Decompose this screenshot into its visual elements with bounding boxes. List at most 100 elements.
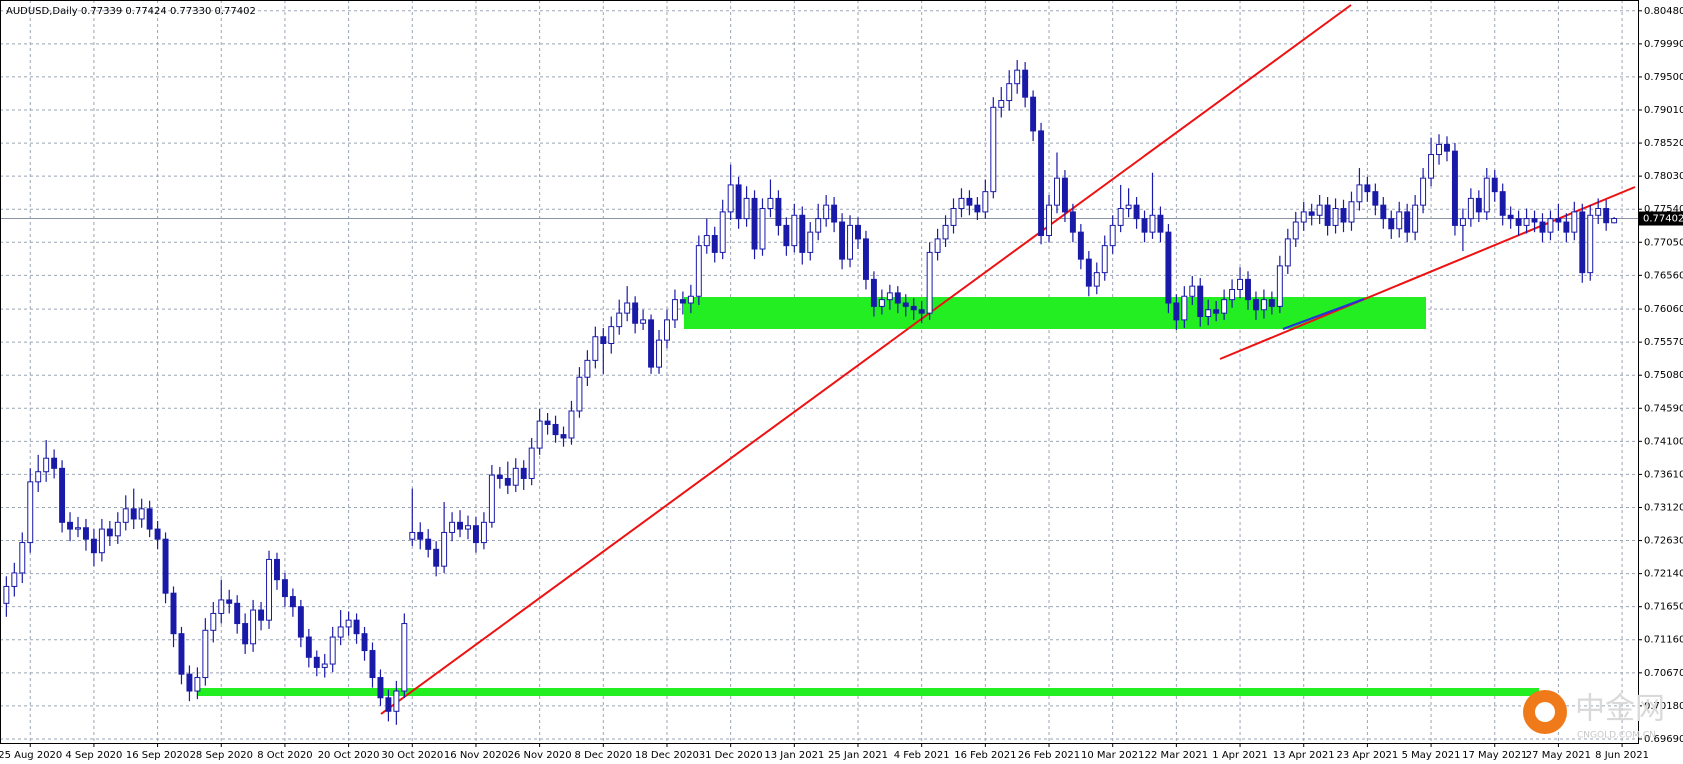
- watermark-text: 中金网: [1575, 692, 1665, 727]
- x-tick-label: 31 Dec 2020: [699, 750, 763, 761]
- candle-body: [1189, 285, 1196, 297]
- candle-body: [576, 376, 583, 412]
- candle-body: [998, 100, 1005, 108]
- candle-body: [274, 558, 280, 581]
- candle-body: [1316, 204, 1323, 216]
- candle-body: [43, 457, 50, 473]
- candle-body: [1396, 211, 1403, 230]
- x-tick-label: 25 Aug 2020: [0, 750, 62, 761]
- logo: [1535, 702, 1555, 722]
- candle-body: [480, 521, 487, 544]
- candle-body: [377, 677, 384, 699]
- y-tick-label: 0.80480: [1644, 6, 1683, 17]
- candle-body: [1077, 231, 1084, 260]
- x-tick-label: 16 Feb 2021: [954, 750, 1016, 761]
- y-tick-label: 0.79500: [1644, 72, 1683, 83]
- x-tick-label: 28 Sep 2020: [190, 750, 253, 761]
- candle-body: [783, 224, 790, 247]
- candle-body: [11, 572, 18, 587]
- x-tick-label: 23 Apr 2021: [1336, 750, 1398, 761]
- candle-body: [727, 184, 734, 213]
- candle-body: [1579, 211, 1586, 274]
- grid: [0, 0, 1638, 743]
- candle-body: [1061, 177, 1068, 213]
- candle-body: [234, 602, 241, 625]
- candle-body: [1245, 278, 1251, 301]
- candle-body: [1531, 218, 1538, 223]
- candle-body: [1181, 295, 1188, 321]
- candle-body: [130, 508, 137, 520]
- candle-body: [353, 619, 360, 635]
- y-tick-label: 0.69690: [1644, 734, 1683, 745]
- candle-body: [600, 336, 607, 344]
- y-tick-label: 0.77540: [1644, 204, 1683, 215]
- candle-body: [870, 278, 877, 307]
- candle-body: [1467, 197, 1474, 220]
- candle-body: [584, 359, 591, 378]
- candle-body: [1332, 208, 1339, 226]
- candle-body: [695, 245, 702, 297]
- candle-body: [990, 106, 997, 193]
- y-tick-label: 0.71650: [1644, 602, 1683, 613]
- candle-body: [1499, 191, 1506, 216]
- candle-body: [1022, 69, 1029, 98]
- y-tick-label: 0.75080: [1644, 370, 1683, 381]
- candle-body: [146, 508, 153, 530]
- candle-body: [679, 299, 686, 304]
- y-tick-label: 0.74100: [1644, 436, 1683, 447]
- candle-body: [799, 214, 806, 253]
- candle-body: [791, 214, 798, 247]
- candle-body: [1380, 204, 1387, 220]
- candle-body: [1348, 201, 1355, 223]
- candle-body: [687, 295, 694, 304]
- candle-body: [950, 208, 957, 226]
- candle-body: [457, 521, 464, 530]
- candle-body: [656, 339, 662, 368]
- candle-body: [807, 231, 814, 253]
- candle-body: [966, 197, 973, 206]
- x-tick-label: 13 Apr 2021: [1273, 750, 1335, 761]
- candle-body: [1221, 299, 1228, 314]
- candle-body: [329, 636, 336, 665]
- candle-body: [862, 238, 869, 280]
- candle-body: [719, 211, 726, 253]
- candle-body: [417, 531, 424, 540]
- candle-body: [67, 521, 74, 530]
- y-tick-label: 0.75570: [1644, 337, 1683, 348]
- candle-body: [154, 528, 161, 540]
- candle-body: [1372, 191, 1379, 206]
- candle-body: [1364, 184, 1371, 193]
- candle-body: [934, 238, 941, 253]
- candle-body: [465, 525, 471, 530]
- candle-body: [1611, 218, 1618, 224]
- candle-body: [106, 528, 113, 537]
- candle-body: [35, 471, 42, 483]
- candle-body: [27, 481, 34, 544]
- candle-body: [886, 292, 893, 301]
- x-tick-label: 13 Jan 2021: [764, 750, 824, 761]
- candle-body: [592, 336, 599, 361]
- candle-body: [632, 302, 639, 324]
- candle-body: [1300, 211, 1307, 223]
- candle-body: [560, 434, 567, 439]
- x-tick-label: 16 Sep 2020: [126, 750, 189, 761]
- candle-body: [926, 251, 933, 314]
- x-tick-label: 17 May 2021: [1462, 750, 1527, 761]
- candle-body: [361, 633, 368, 652]
- candle-body: [1420, 177, 1427, 206]
- candle-body: [401, 623, 408, 692]
- candle-body: [1229, 289, 1236, 301]
- candle-body: [369, 650, 376, 679]
- candle-body: [1284, 238, 1291, 267]
- x-tick-label: 26 Nov 2020: [508, 750, 572, 761]
- candle-body: [1109, 224, 1116, 247]
- candle-body: [1292, 221, 1299, 240]
- candle-body: [1157, 214, 1164, 233]
- candle-body: [1451, 150, 1458, 226]
- candle-body: [1038, 130, 1045, 237]
- candle-body: [504, 477, 511, 486]
- x-tick-label: 8 Oct 2020: [257, 750, 312, 761]
- candle-body: [1141, 218, 1148, 233]
- candle-body: [1054, 177, 1060, 206]
